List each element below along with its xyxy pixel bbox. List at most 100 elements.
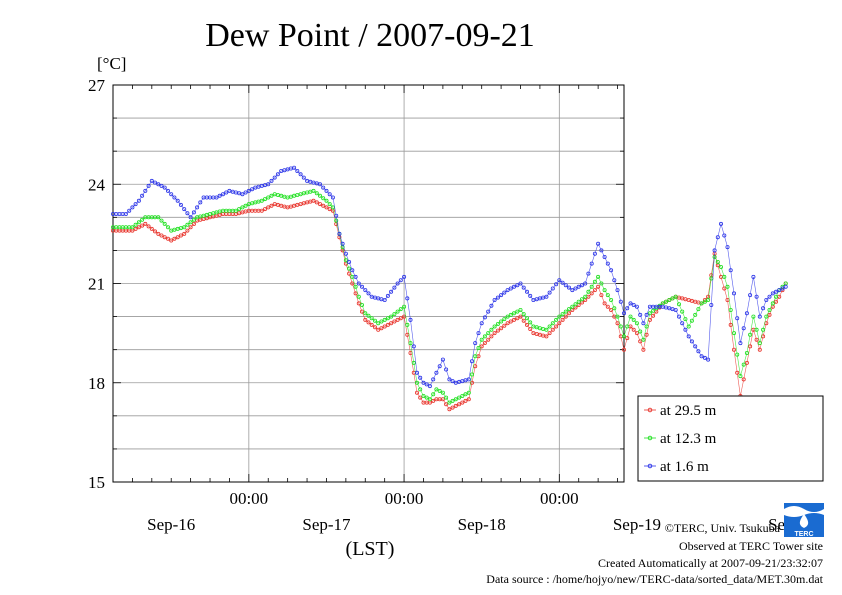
data-point	[702, 355, 707, 360]
x-date-label: Sep-19	[613, 515, 661, 534]
x-axis-title: (LST)	[346, 538, 395, 560]
data-point	[622, 334, 627, 339]
data-point	[605, 293, 610, 298]
data-point	[240, 205, 245, 210]
data-point	[644, 324, 649, 329]
y-tick-label: 24	[88, 175, 106, 194]
data-point	[673, 294, 678, 299]
data-point	[217, 193, 222, 198]
data-point	[664, 299, 669, 304]
data-point	[699, 354, 704, 359]
data-point	[521, 312, 526, 317]
grid-lines	[112, 84, 624, 483]
data-point	[544, 327, 549, 332]
data-point	[631, 317, 636, 322]
data-point	[612, 306, 617, 311]
data-point	[321, 185, 326, 190]
data-point	[233, 208, 238, 213]
data-point	[414, 380, 419, 385]
data-point	[735, 316, 740, 321]
data-point	[266, 195, 271, 200]
data-point	[324, 188, 329, 193]
data-point	[570, 288, 575, 293]
data-point	[411, 360, 416, 365]
data-point	[521, 285, 526, 290]
data-point	[525, 322, 530, 327]
data-point	[359, 284, 364, 289]
data-point	[353, 284, 358, 289]
data-point	[376, 321, 381, 326]
data-point	[689, 339, 694, 344]
data-point	[550, 327, 555, 332]
data-point	[269, 193, 274, 198]
data-point	[567, 285, 572, 290]
y-tick-label: 27	[88, 76, 106, 95]
data-point	[486, 337, 491, 342]
data-point	[330, 195, 335, 200]
data-point	[450, 398, 455, 403]
water-drop-icon	[799, 514, 809, 528]
data-point	[457, 395, 462, 400]
data-point	[169, 192, 174, 197]
data-point	[337, 231, 342, 236]
data-point	[573, 286, 578, 291]
data-point	[376, 327, 381, 332]
x-time-label: 00:00	[229, 489, 268, 508]
legend-marker	[647, 435, 653, 441]
data-point	[165, 236, 170, 241]
data-point	[214, 195, 219, 200]
data-point	[136, 220, 141, 225]
x-date-label: Sep-18	[458, 515, 506, 534]
data-point	[615, 314, 620, 319]
y-unit-label: [°C]	[97, 54, 126, 73]
data-point	[363, 317, 368, 322]
data-point	[133, 202, 138, 207]
data-point	[764, 314, 769, 319]
data-point	[563, 283, 568, 288]
data-point	[783, 284, 788, 289]
data-point	[547, 290, 552, 295]
data-point	[492, 324, 497, 329]
data-point	[130, 225, 135, 230]
data-point	[518, 281, 523, 286]
legend: at 29.5 m at 12.3 m at 1.6 m	[637, 395, 824, 482]
data-point	[159, 218, 164, 223]
data-point	[728, 322, 733, 327]
data-point	[479, 321, 484, 326]
data-point	[525, 316, 530, 321]
data-point	[492, 331, 497, 336]
data-point	[327, 207, 332, 212]
y-axis-ticks: 15 18 21 24 27	[88, 76, 106, 492]
data-point	[143, 188, 148, 193]
data-point	[262, 197, 267, 202]
data-point	[243, 190, 248, 195]
data-point	[502, 317, 507, 322]
data-point	[560, 312, 565, 317]
data-point	[712, 254, 717, 259]
data-point	[677, 302, 682, 307]
data-point	[311, 198, 316, 203]
data-point	[725, 245, 730, 250]
credit-created: Created Automatically at 2007-09-21/23:3…	[598, 556, 823, 570]
data-point	[732, 331, 737, 336]
data-point	[680, 321, 685, 326]
data-point	[240, 192, 245, 197]
data-point	[237, 207, 242, 212]
data-point	[728, 268, 733, 273]
data-point	[512, 284, 517, 289]
data-point	[505, 321, 510, 326]
data-point	[592, 288, 597, 293]
data-point	[369, 322, 374, 327]
data-point	[392, 319, 397, 324]
data-point	[592, 251, 597, 256]
series-1	[111, 188, 788, 405]
data-point	[725, 284, 730, 289]
data-point	[757, 347, 762, 352]
data-point	[292, 165, 297, 170]
data-point	[198, 200, 203, 205]
data-point	[191, 221, 196, 226]
data-point	[359, 302, 364, 307]
data-point	[301, 175, 306, 180]
data-point	[596, 274, 601, 279]
